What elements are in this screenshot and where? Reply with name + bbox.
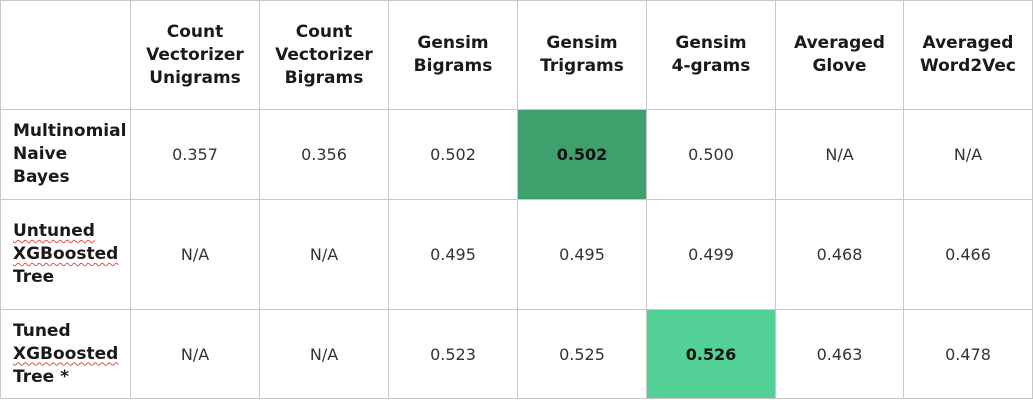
- table-cell: N/A: [130, 309, 260, 399]
- col-header-gensim-4grams: Gensim 4-grams: [646, 0, 776, 110]
- table-cell: 0.466: [903, 199, 1033, 310]
- table-cell: 0.495: [388, 199, 518, 310]
- header-row: Count Vectorizer Unigrams Count Vectorizer B…: [0, 0, 1033, 110]
- table-cell: N/A: [259, 199, 389, 310]
- table-row: Tuned XGBoosted Tree * N/A N/A 0.523 0.525…: [0, 309, 1033, 399]
- row-header-multinomial-nb: Multinomial Naive Bayes: [0, 109, 131, 200]
- row-header-untuned-xgb: Untuned XGBoosted Tree: [0, 199, 131, 310]
- table-cell-highlighted: 0.502: [517, 109, 647, 200]
- table-cell: 0.500: [646, 109, 776, 200]
- table-cell: 0.357: [130, 109, 260, 200]
- table-cell: 0.495: [517, 199, 647, 310]
- table-cell: 0.523: [388, 309, 518, 399]
- table-cell: 0.499: [646, 199, 776, 310]
- table-cell-highlighted: 0.526: [646, 309, 776, 399]
- table-cell: N/A: [130, 199, 260, 310]
- col-header-averaged-word2vec: Averaged Word2Vec: [903, 0, 1033, 110]
- table-cell: N/A: [775, 109, 904, 200]
- col-header-count-bigrams: Count Vectorizer Bigrams: [259, 0, 389, 110]
- table-cell: 0.356: [259, 109, 389, 200]
- table-cell: N/A: [903, 109, 1033, 200]
- corner-cell: [0, 0, 131, 110]
- table-cell: 0.525: [517, 309, 647, 399]
- table-cell: 0.502: [388, 109, 518, 200]
- table-cell: N/A: [259, 309, 389, 399]
- row-header-tuned-xgb: Tuned XGBoosted Tree *: [0, 309, 131, 399]
- table-cell: 0.463: [775, 309, 904, 399]
- col-header-count-unigrams: Count Vectorizer Unigrams: [130, 0, 260, 110]
- table-row: Multinomial Naive Bayes 0.357 0.356 0.502 …: [0, 109, 1033, 200]
- col-header-gensim-bigrams: Gensim Bigrams: [388, 0, 518, 110]
- col-header-gensim-trigrams: Gensim Trigrams: [517, 0, 647, 110]
- table-row: Untuned XGBoosted Tree N/A N/A 0.495 0.495…: [0, 199, 1033, 310]
- table-cell: 0.478: [903, 309, 1033, 399]
- table-cell: 0.468: [775, 199, 904, 310]
- col-header-averaged-glove: Averaged Glove: [775, 0, 904, 110]
